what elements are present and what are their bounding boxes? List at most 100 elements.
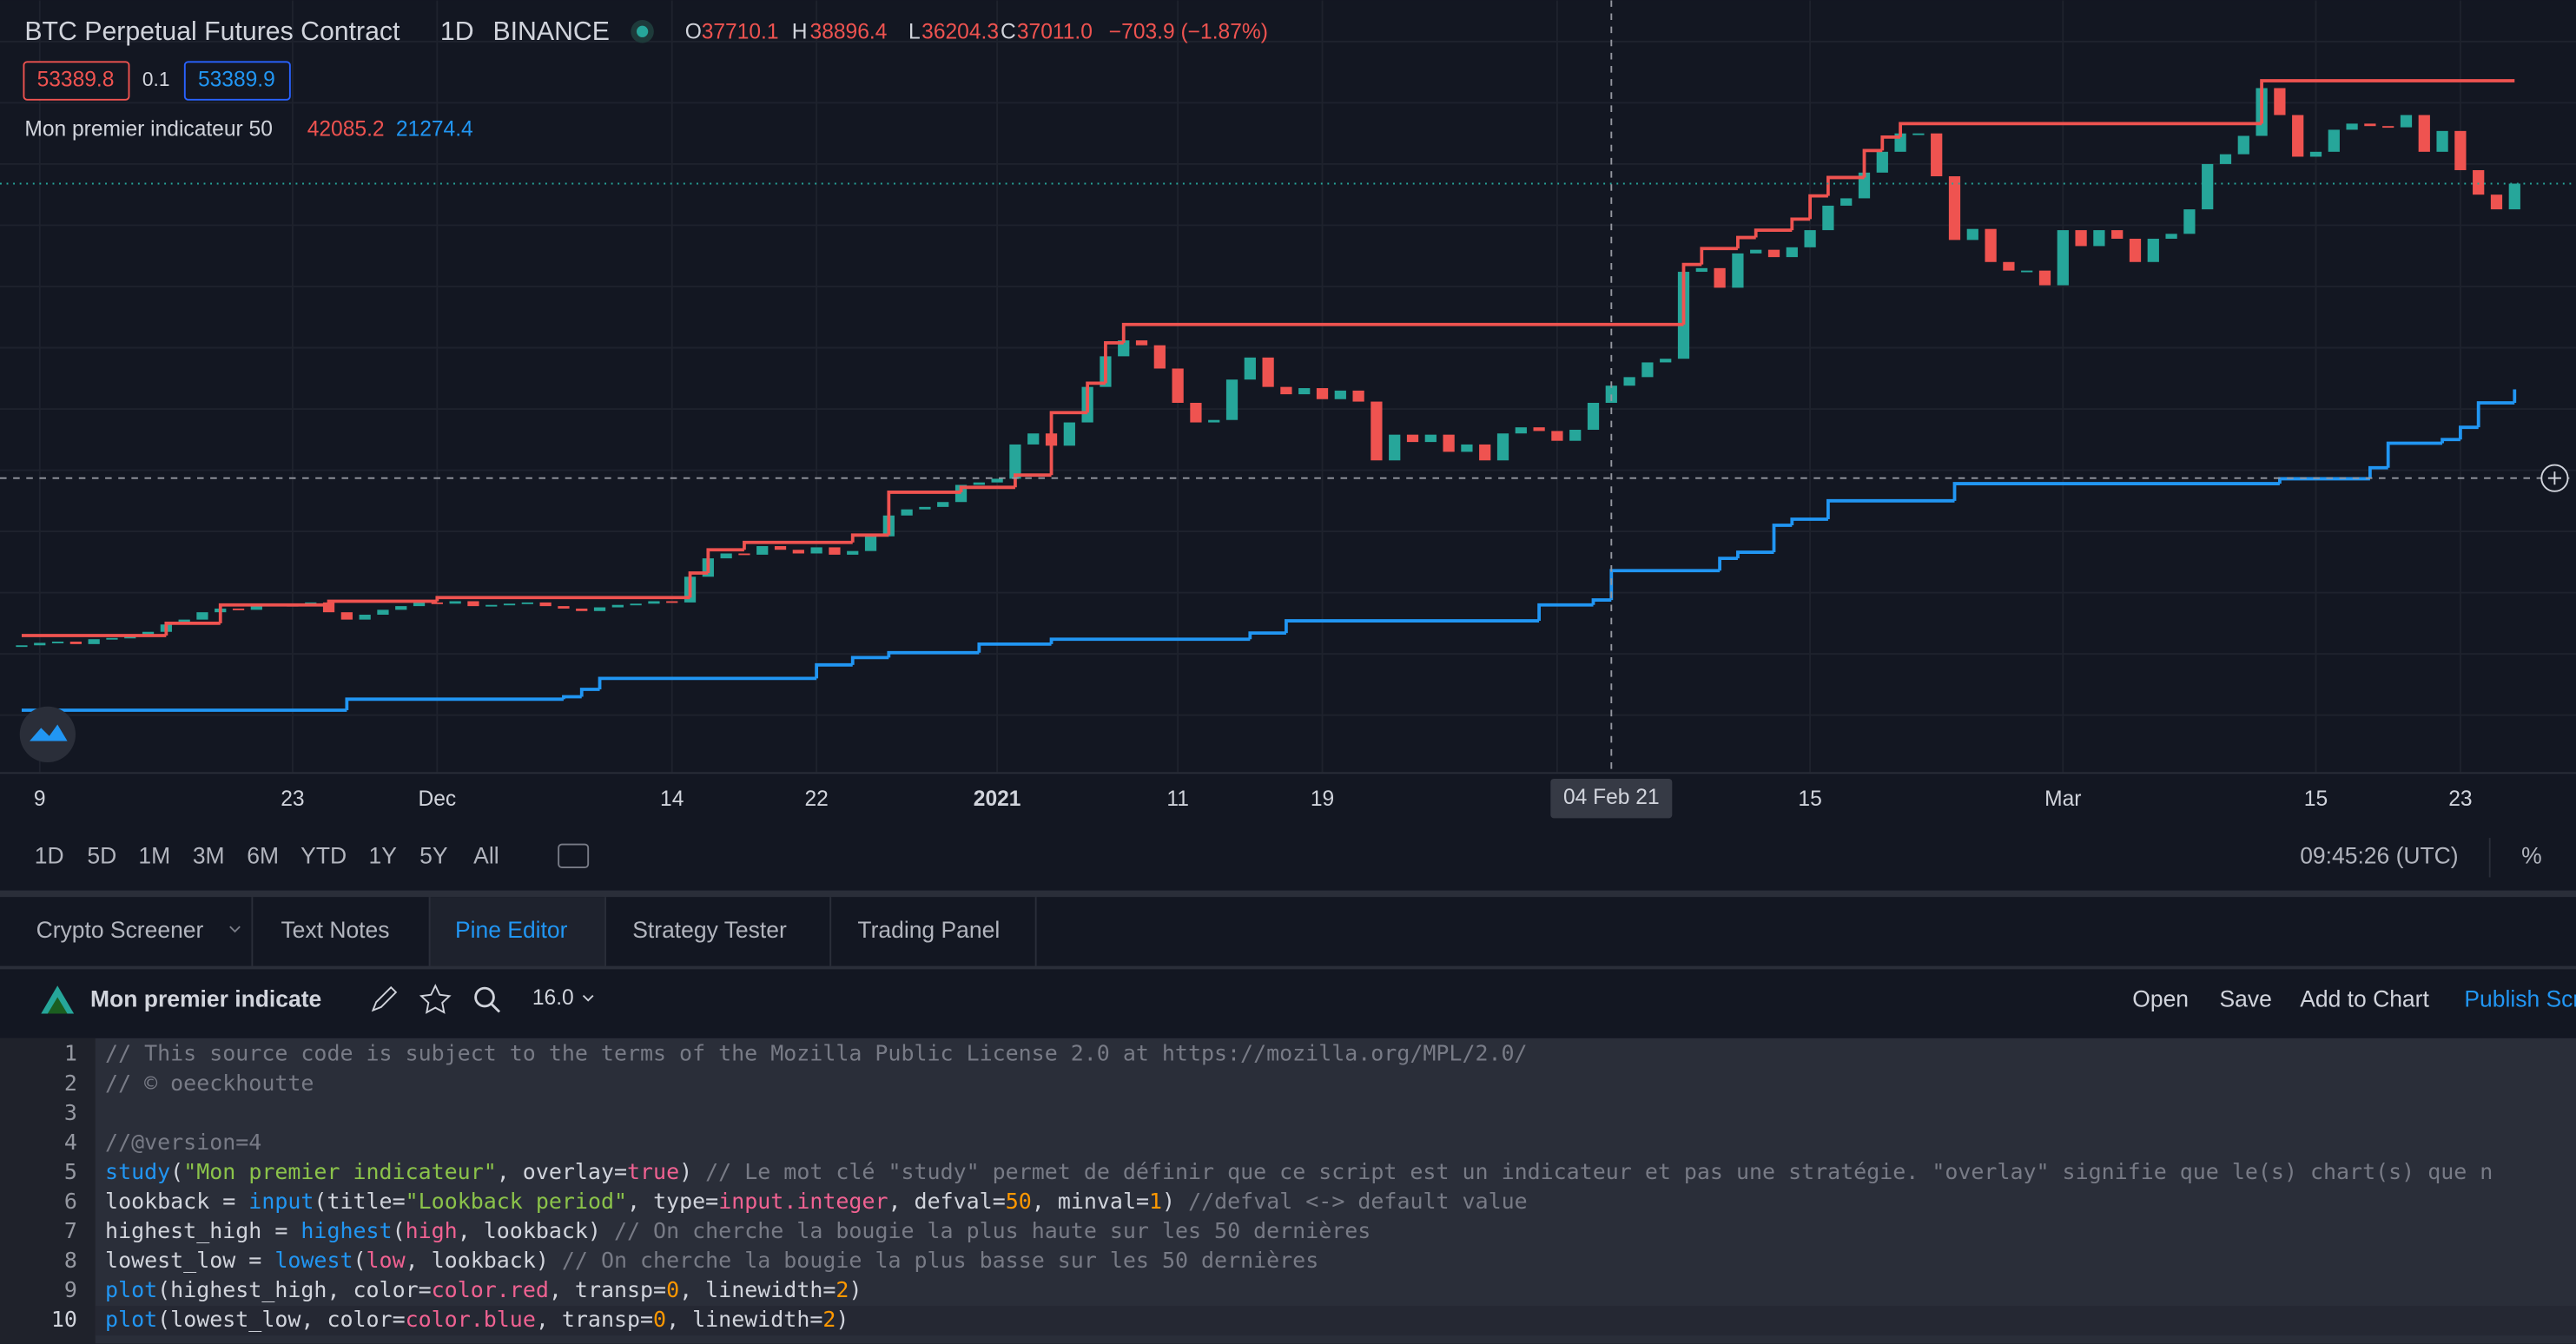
x-tick-label: 23 xyxy=(2448,787,2472,811)
candle xyxy=(2364,123,2376,127)
timeframe-button[interactable]: 1Y xyxy=(369,843,398,869)
candle xyxy=(1822,205,1834,231)
indicator-line xyxy=(1681,262,1702,325)
candle xyxy=(88,639,100,644)
editor-action[interactable]: Open xyxy=(2132,985,2189,1011)
chevron xyxy=(582,994,594,1002)
timeframe-button[interactable]: All xyxy=(473,843,499,869)
ohlc-label: H xyxy=(792,21,808,44)
candle xyxy=(611,604,624,608)
candle xyxy=(395,606,407,610)
candle xyxy=(449,601,461,604)
candle xyxy=(1912,133,1925,135)
timeframe-button[interactable]: 1M xyxy=(138,843,170,869)
candle xyxy=(937,502,949,507)
indicator-high: 42085.2 xyxy=(307,117,385,141)
version[interactable]: 16.0 xyxy=(532,986,574,1010)
indicator-line xyxy=(2368,465,2388,479)
timeframe-button[interactable]: 3M xyxy=(193,843,225,869)
x-tick-label: 19 xyxy=(1311,787,1334,811)
candle xyxy=(2436,130,2448,152)
tab[interactable]: Crypto Screener xyxy=(36,917,204,943)
date-range-icon[interactable] xyxy=(558,843,590,869)
indicator-line xyxy=(1754,228,1793,238)
line-number: 10 xyxy=(51,1307,77,1332)
candle xyxy=(576,608,588,611)
candle xyxy=(1280,386,1292,395)
indicator-line xyxy=(887,491,961,536)
script-name[interactable]: Mon premier indicate xyxy=(90,985,321,1011)
logo[interactable] xyxy=(19,706,76,763)
candle xyxy=(2038,270,2051,286)
time-axis: 923Dec142220211119F15Mar152304 Feb 21 xyxy=(34,778,2473,819)
candle xyxy=(539,602,552,607)
indicator-line xyxy=(1014,473,1052,488)
code-line: // © oeeckhoutte xyxy=(105,1071,314,1096)
candle xyxy=(1695,267,1707,273)
indicator-line xyxy=(562,695,582,700)
ask: 53389.9 xyxy=(198,69,275,92)
clock: 09:45:26 (UTC) xyxy=(2300,843,2458,869)
candle xyxy=(756,546,769,555)
candle xyxy=(2237,135,2249,155)
candle xyxy=(106,637,118,640)
line-number: 4 xyxy=(64,1130,77,1155)
line-number: 5 xyxy=(64,1159,77,1184)
candle xyxy=(720,553,732,559)
candle xyxy=(648,601,660,604)
tab[interactable]: Strategy Tester xyxy=(632,917,787,943)
indicator-line xyxy=(1736,235,1756,249)
spread: 0.1 xyxy=(142,68,170,90)
ohlc-value: 37710.1 xyxy=(702,21,779,44)
candle xyxy=(1443,434,1455,452)
ohlc-value: 38896.4 xyxy=(810,21,888,44)
ask-box[interactable] xyxy=(183,61,291,101)
percent-toggle[interactable]: % xyxy=(2521,843,2542,869)
timeframe-button[interactable]: 1D xyxy=(35,843,64,869)
line-number: 3 xyxy=(64,1100,77,1125)
candle xyxy=(864,536,877,551)
timeframe-button[interactable]: 5D xyxy=(87,843,116,869)
indicator-line xyxy=(977,642,1052,653)
candle xyxy=(792,550,804,554)
line-number: 6 xyxy=(64,1189,77,1214)
tab[interactable]: Trading Panel xyxy=(857,917,1000,943)
candle xyxy=(2292,115,2304,157)
star-icon[interactable] xyxy=(419,984,452,1014)
indicator-line xyxy=(164,621,221,636)
timeframe-bar: 1D 5D 1M 3M 6M YTD 1Y 5Y All xyxy=(35,843,499,869)
rename-icon[interactable] xyxy=(371,985,398,1012)
indicator-line xyxy=(706,548,744,574)
candle xyxy=(2418,115,2430,152)
timeframe-button[interactable]: YTD xyxy=(301,843,347,869)
candle xyxy=(1985,228,1997,262)
bid-box[interactable] xyxy=(23,61,130,101)
editor-action[interactable]: Publish Script xyxy=(2464,985,2576,1011)
indicator-line xyxy=(850,533,889,543)
indicator-line xyxy=(1591,598,1612,605)
editor-action[interactable]: Save xyxy=(2220,985,2272,1011)
timeframe-button[interactable]: 5Y xyxy=(419,843,448,869)
indicator-name: Mon premier indicateur 50 xyxy=(24,117,273,141)
candle xyxy=(1840,198,1853,206)
code-bg xyxy=(0,1038,2576,1344)
candle xyxy=(1225,379,1238,420)
candle xyxy=(1262,357,1274,387)
tab[interactable]: Pine Editor xyxy=(455,917,568,943)
search-icon[interactable] xyxy=(474,986,495,1008)
indicator-line xyxy=(327,599,438,605)
editor-action[interactable]: Add to Chart xyxy=(2300,985,2429,1011)
candle xyxy=(1966,228,1978,240)
indicator-line xyxy=(1049,411,1088,476)
indicator-line xyxy=(688,571,709,598)
active-line xyxy=(95,1306,2576,1336)
gutter xyxy=(0,1038,96,1344)
x-tick-label: 9 xyxy=(34,787,46,811)
indicator-line xyxy=(850,656,889,665)
tab[interactable]: Text Notes xyxy=(281,917,389,943)
timeframe-button[interactable]: 6M xyxy=(247,843,279,869)
tabs: Crypto Screener Text Notes Pine Editor Stra… xyxy=(36,897,1037,966)
chevron xyxy=(229,926,241,933)
x-tick-label: Mar xyxy=(2044,787,2081,811)
